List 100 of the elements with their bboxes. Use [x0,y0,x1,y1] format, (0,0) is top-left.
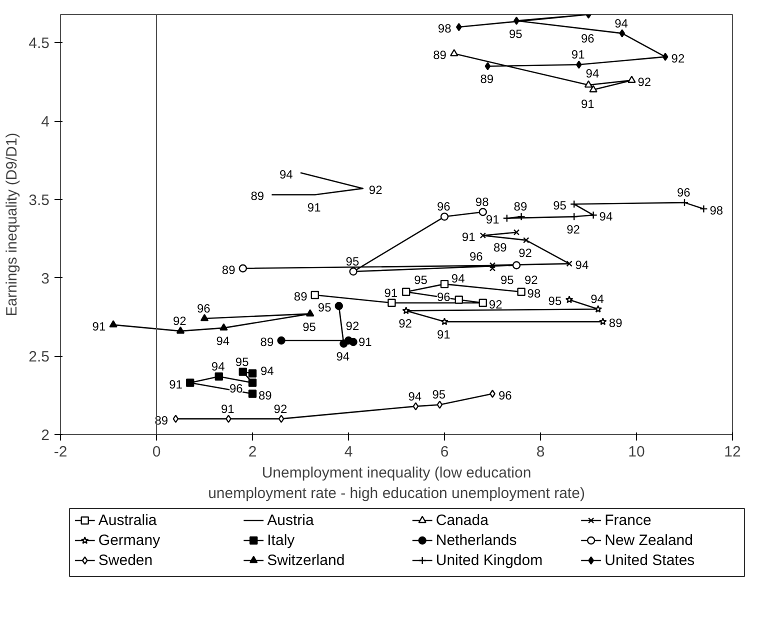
annotation: 91 [486,212,500,227]
annotation: 89 [260,334,274,349]
legend-label: Sweden [98,552,153,569]
annotation: 96 [437,290,451,304]
annotation: 92 [566,222,580,237]
point [598,318,607,326]
point [490,390,496,398]
legend-label: New Zealand [604,532,694,549]
annotation: 94 [586,66,600,81]
annotation: 98 [438,22,452,36]
point [310,290,319,300]
legend-label: United States [604,552,695,569]
annotation: 94 [336,350,350,364]
point [388,298,396,307]
annotation: 89 [514,200,528,214]
annotation: 91 [462,230,476,244]
legend-label: United Kingdom [436,552,543,569]
point [512,261,521,270]
point [565,296,574,304]
annotation: 95 [346,254,360,269]
x-tick-label: 12 [724,444,741,460]
annotation: 91 [221,402,235,416]
y-tick-label: 4.5 [28,35,50,52]
point [334,302,343,310]
annotation: 92 [671,51,685,66]
annotation: 95 [318,300,332,314]
y-tick-label: 2.5 [28,348,50,366]
point [402,306,410,314]
point [109,320,118,328]
x-tick-label: 0 [152,444,161,460]
annotation: 94 [260,364,274,378]
annotation: 92 [274,402,288,416]
annotation: 92 [518,246,532,260]
point [484,62,491,70]
x-tick-label: 2 [248,444,257,460]
annotation: 95 [414,272,428,287]
point [440,318,448,326]
annotation: 92 [398,316,412,331]
annotation: 95 [302,320,316,334]
point [662,52,668,61]
point [570,200,578,208]
annotation: 96 [197,302,211,316]
legend-label: France [604,512,652,529]
point [172,414,179,423]
annotation: 98 [475,194,490,209]
legend-label: Italy [267,532,296,549]
annotation: 94 [408,389,422,404]
point [200,314,209,322]
point [248,378,257,387]
annotation: 89 [250,189,264,204]
point [226,414,232,423]
annotation: 95 [500,273,514,288]
y-axis-title: Earnings inequality (D9/D1) [4,132,21,316]
x-tick-label: 6 [440,444,449,460]
point [220,323,228,331]
point [278,414,284,423]
annotation: 91 [169,377,183,392]
annotation: 91 [437,328,451,342]
point [589,210,598,220]
annotation: 89 [222,262,236,277]
y-tick-label: 3 [41,270,50,288]
point [456,22,462,32]
annotation: 94 [216,334,230,348]
point [176,326,185,334]
point [238,264,247,272]
annotation: 94 [280,167,294,182]
annotation: 91 [384,286,398,300]
annotation: 95 [509,26,523,41]
annotation: 92 [488,297,503,312]
point [238,368,247,376]
point [440,212,449,221]
annotation: 96 [581,32,595,46]
point [566,260,572,267]
annotation: 92 [346,319,360,334]
point [576,60,582,69]
point [277,336,286,345]
point [349,338,358,346]
x-tick-label: 8 [536,444,545,460]
annotation: 94 [590,292,604,306]
point [594,305,602,313]
legend-label: Canada [436,512,490,529]
point [436,400,443,409]
point [450,49,458,56]
annotation: 92 [524,273,538,288]
point [478,298,487,307]
x-tick-label: -2 [54,444,68,460]
point [412,402,419,410]
y-tick-label: 3.5 [28,192,50,209]
y-tick-label: 4 [41,114,50,131]
point [570,212,578,221]
legend-label: Netherlands [436,532,517,549]
annotation: 89 [433,48,447,62]
point [186,378,194,387]
annotation: 96 [498,388,512,402]
legend-label: Germany [98,532,161,549]
annotation: 96 [230,381,244,396]
point [340,340,348,348]
x-tick-label: 10 [628,444,645,460]
point [517,288,526,296]
point [349,267,358,276]
